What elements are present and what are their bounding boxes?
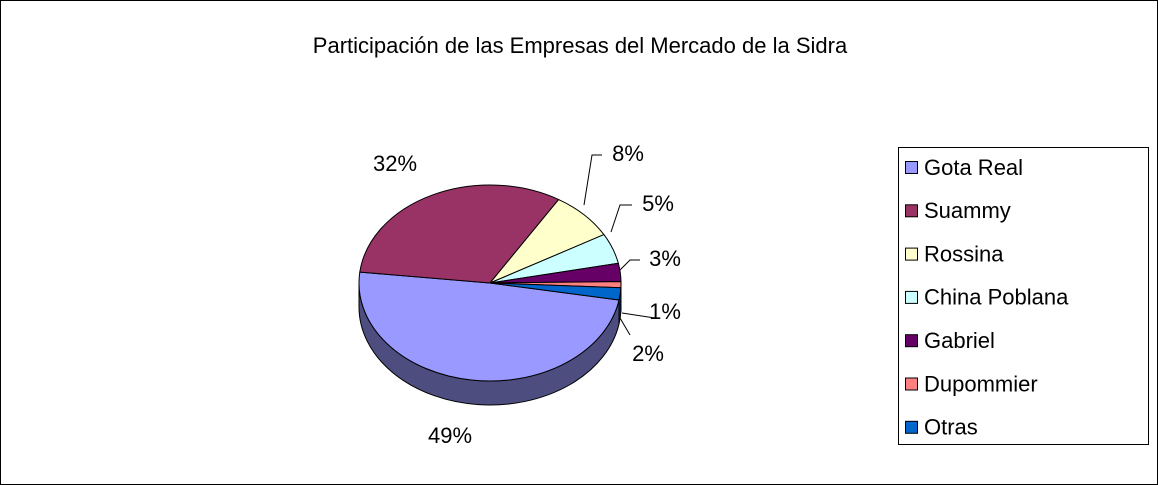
legend-swatch [905,334,918,348]
slice [358,271,620,382]
leader-line [621,312,656,319]
data-label: 32% [373,151,417,176]
data-label: 49% [428,423,472,448]
chart-title: Participación de las Empresas del Mercad… [313,33,848,58]
leader-line [619,317,631,336]
legend-label: Otras [924,415,978,440]
legend-swatch [905,247,918,261]
legend-box [898,147,1149,445]
leader-line [619,259,640,271]
data-label: 2% [632,341,664,366]
legend-label: Suammy [924,198,1011,223]
leader-line [610,204,632,233]
data-label: 3% [649,246,681,271]
data-label: 8% [612,141,644,166]
legend-label: Rossina [924,241,1004,266]
legend-swatch [905,204,918,218]
data-label: 1% [649,299,681,324]
slice [359,184,560,284]
legend-swatch [905,290,918,304]
legend-label: Gabriel [924,328,995,353]
data-label: 5% [642,191,674,216]
legend-label: Gota Real [924,155,1023,180]
legend-label: China Poblana [924,285,1069,310]
legend-swatch [905,420,918,434]
legend-swatch [905,161,918,174]
legend-label: Dupommier [924,371,1038,396]
legend-swatch [905,377,918,391]
leader-line [583,154,602,206]
slice [489,282,622,301]
